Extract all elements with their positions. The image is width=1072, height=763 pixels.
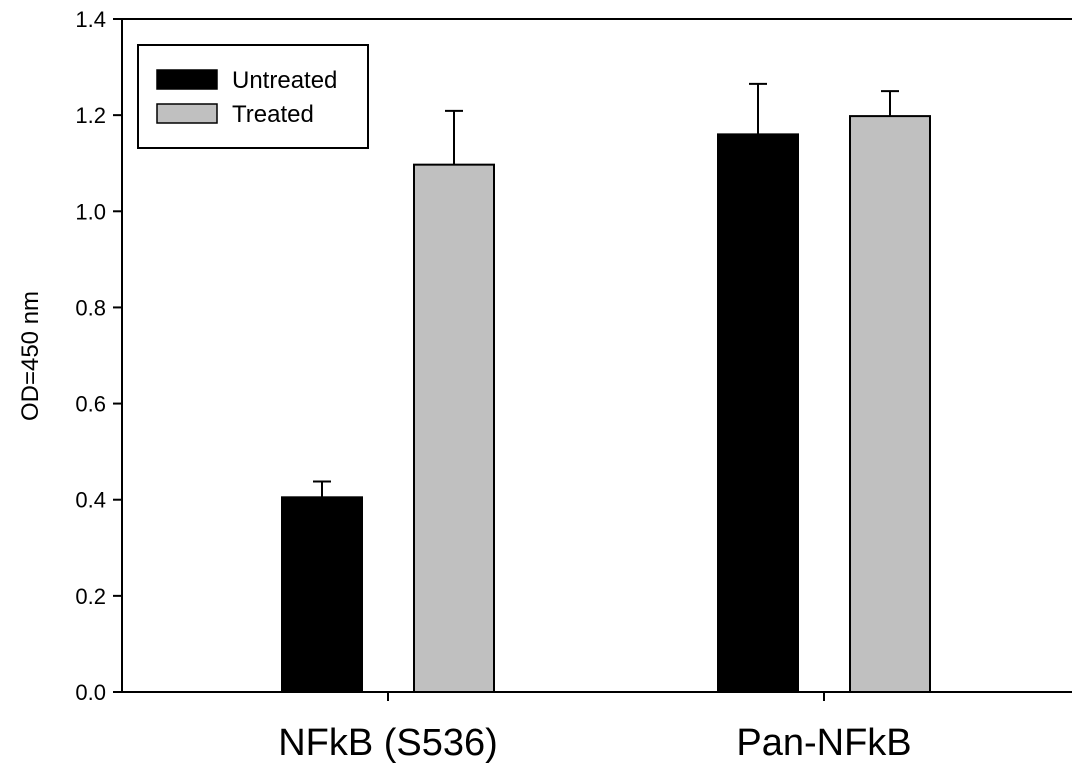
bar [413,163,495,693]
bar [849,115,931,693]
legend-swatch-untreated [156,69,218,90]
y-tick-label: 1.4 [75,7,106,32]
bars [281,115,931,694]
y-tick-label: 0.0 [75,680,106,705]
x-category-label: NFkB (S536) [278,722,498,763]
ticks: 0.0 0.2 0.4 0.6 0.8 1.0 1.2 1.4 [75,7,825,705]
error-bars [313,82,899,498]
legend: Untreated Treated [137,44,369,149]
y-tick-label: 0.6 [75,392,106,417]
legend-swatch-treated [156,103,218,124]
y-tick-label: 0.2 [75,584,106,609]
y-tick-label: 1.2 [75,103,106,128]
x-category-label: Pan-NFkB [736,722,911,763]
labels: OD=450 nm NFkB (S536) Pan-NFkB [17,291,912,763]
y-tick-label: 0.4 [75,488,106,513]
bar [281,496,363,693]
y-tick-label: 0.8 [75,295,106,320]
legend-label-untreated: Untreated [232,67,337,94]
y-axis-title: OD=450 nm [17,291,44,421]
legend-box [137,44,369,149]
legend-label-treated: Treated [232,101,314,128]
bar [717,133,799,694]
y-tick-label: 1.0 [75,199,106,224]
